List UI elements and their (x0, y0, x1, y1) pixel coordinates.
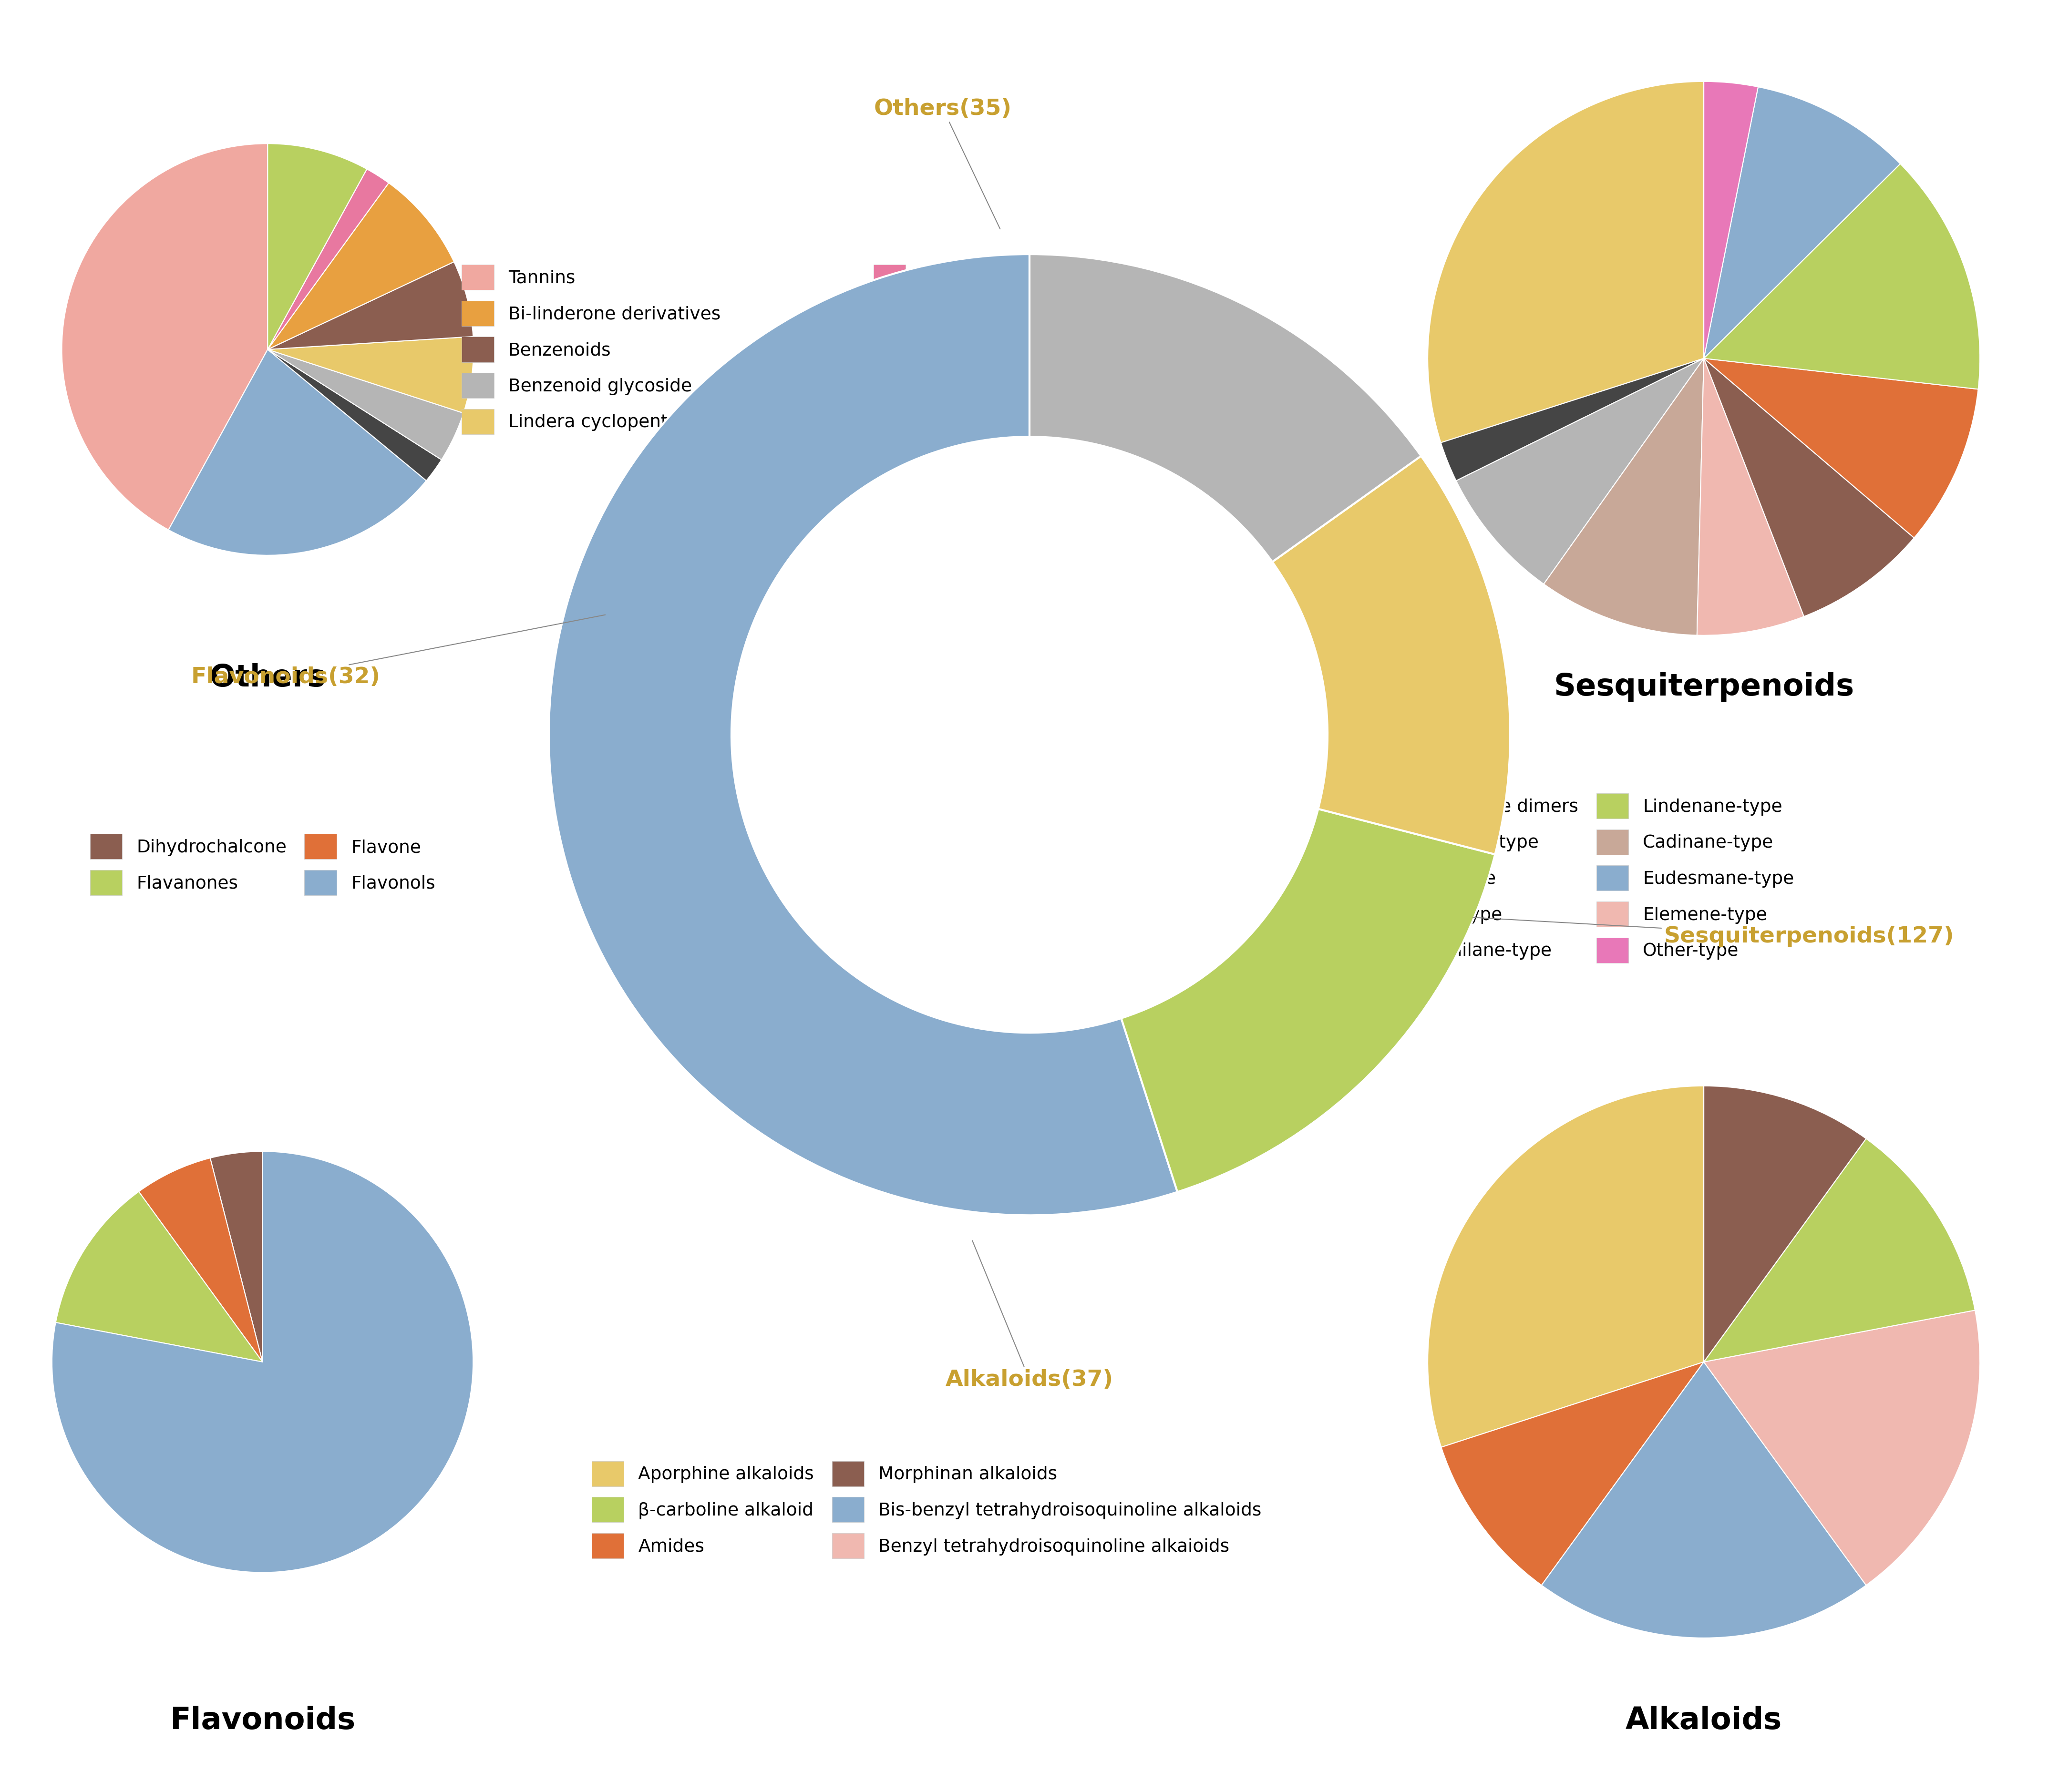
Text: Others(35): Others(35) (875, 99, 1011, 229)
Wedge shape (51, 1152, 474, 1572)
Wedge shape (1703, 358, 1915, 616)
Wedge shape (268, 143, 367, 349)
Wedge shape (138, 1158, 261, 1362)
Wedge shape (268, 349, 441, 480)
Wedge shape (550, 254, 1178, 1215)
Wedge shape (1441, 1362, 1705, 1586)
Wedge shape (210, 1152, 261, 1362)
Legend: Aporphine alkaloids, β-carboline alkaloid, Amides, Morphinan alkaloids, Bis-benz: Aporphine alkaloids, β-carboline alkaloi… (589, 1457, 1264, 1563)
Title: Others: Others (210, 663, 325, 694)
Wedge shape (1703, 86, 1900, 358)
Wedge shape (268, 349, 463, 461)
Wedge shape (268, 337, 474, 412)
Legend: Tannins, Bi-linderone derivatives, Benzenoids, Benzenoid glycoside, Lindera cycl: Tannins, Bi-linderone derivatives, Benze… (459, 262, 1065, 437)
Wedge shape (1705, 1086, 1865, 1362)
Wedge shape (1703, 358, 1979, 538)
Wedge shape (1272, 455, 1509, 855)
Wedge shape (1542, 1362, 1865, 1638)
Legend: Sesquiterpene dimers, Germacrane-type, Copane-type, Guaiane-type, Eremophilane-t: Sesquiterpene dimers, Germacrane-type, C… (1332, 790, 1798, 966)
Wedge shape (1441, 358, 1703, 480)
Wedge shape (268, 183, 453, 349)
Wedge shape (1427, 1086, 1705, 1448)
Title: Flavonoids: Flavonoids (169, 1706, 356, 1735)
Wedge shape (169, 349, 426, 556)
Wedge shape (56, 1192, 261, 1362)
Wedge shape (1705, 1310, 1981, 1586)
Wedge shape (1030, 254, 1421, 563)
Wedge shape (268, 168, 389, 349)
Wedge shape (62, 143, 268, 530)
Title: Sesquiterpenoids: Sesquiterpenoids (1555, 672, 1853, 702)
Wedge shape (1703, 81, 1758, 358)
Legend: Dihydrochalcone, Flavanones, Flavone, Flavonols: Dihydrochalcone, Flavanones, Flavone, Fl… (86, 830, 439, 900)
Wedge shape (1122, 808, 1495, 1192)
Wedge shape (268, 262, 474, 349)
Wedge shape (1697, 358, 1804, 636)
Text: Alkaloids(37): Alkaloids(37) (945, 1240, 1114, 1391)
Text: Flavonoids(32): Flavonoids(32) (191, 615, 605, 688)
Wedge shape (1427, 81, 1703, 443)
Title: Alkaloids: Alkaloids (1625, 1706, 1783, 1735)
Text: Sesquiterpenoids(127): Sesquiterpenoids(127) (1472, 918, 1954, 948)
Wedge shape (1703, 163, 1981, 389)
Wedge shape (1544, 358, 1703, 634)
Wedge shape (1705, 1138, 1975, 1362)
Wedge shape (1456, 358, 1703, 584)
